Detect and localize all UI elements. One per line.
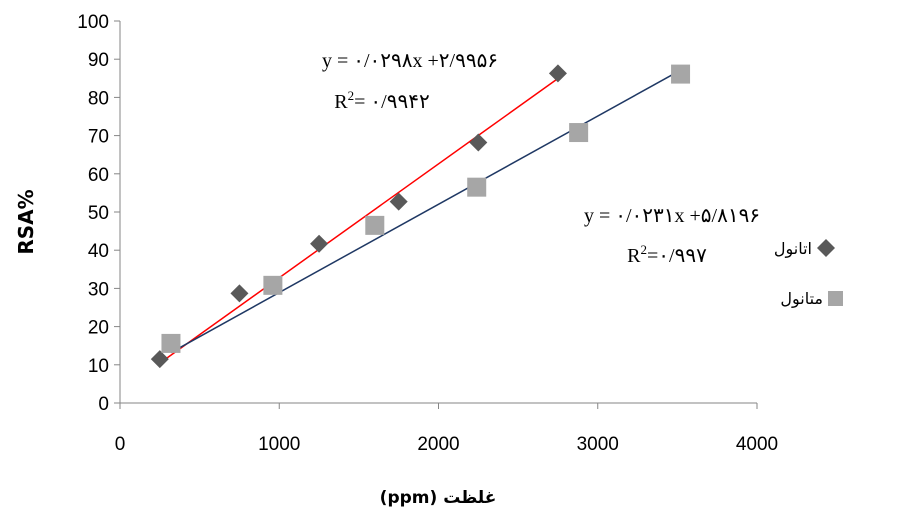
methanol-r2: R2=۰/۹۹۷ (627, 242, 707, 267)
trendline-series-1 (170, 69, 681, 354)
legend: اتانول متانول (774, 239, 843, 309)
y-tick-label: 40 (88, 241, 109, 262)
data-point-methanol (161, 333, 181, 353)
y-tick-label: 50 (88, 203, 109, 224)
methanol-r2-label: R (627, 245, 641, 267)
data-point-methanol (671, 64, 691, 84)
methanol-r2-value: =۰/۹۹۷ (647, 245, 707, 267)
x-tick-label: 0 (115, 434, 126, 455)
data-markers (150, 64, 691, 369)
data-point-ethanol (389, 192, 408, 211)
data-point-ethanol (230, 284, 249, 303)
legend-ethanol-marker (817, 239, 835, 257)
y-tick-label: 90 (88, 50, 109, 71)
legend-item-methanol: متانول (780, 289, 843, 309)
legend-methanol-marker (828, 291, 843, 306)
y-tick-label: 80 (88, 88, 109, 109)
trendline-series-0 (159, 77, 559, 364)
y-axis-title: RSA% (14, 189, 38, 254)
y-tick-label: 20 (88, 318, 109, 339)
data-point-methanol (263, 275, 283, 295)
y-tick-label: 30 (88, 279, 109, 300)
ethanol-r2-label: R (334, 91, 348, 113)
data-point-ethanol (310, 234, 329, 253)
data-point-ethanol (150, 350, 169, 369)
data-point-methanol (569, 123, 589, 143)
y-tick-label: 10 (88, 356, 109, 377)
data-point-ethanol (548, 64, 567, 83)
legend-ethanol-label: اتانول (774, 239, 812, 259)
ethanol-r2: R2= ۰/۹۹۴۲ (334, 88, 429, 113)
y-tick-label: 60 (88, 165, 109, 186)
y-tick-label: 100 (77, 12, 109, 33)
trendlines (159, 69, 681, 364)
x-tick-label: 4000 (736, 434, 778, 455)
data-point-methanol (365, 215, 385, 235)
x-axis-title: غلظت (ppm) (380, 488, 497, 508)
methanol-r2-sup: 2 (641, 242, 648, 257)
data-point-methanol (467, 177, 487, 197)
x-tick-label: 2000 (417, 434, 459, 455)
x-tick-label: 3000 (577, 434, 619, 455)
y-tick-label: 0 (98, 394, 109, 415)
methanol-equation: y = ۰/۰۲۳۱x +۵/۸۱۹۶ (584, 205, 760, 227)
legend-methanol-label: متانول (780, 289, 823, 309)
ethanol-equation: y = ۰/۰۲۹۸x +۲/۹۹۵۶ (322, 50, 498, 72)
data-point-ethanol (469, 133, 488, 152)
legend-item-ethanol: اتانول (774, 239, 835, 259)
ethanol-r2-sup: 2 (348, 88, 355, 103)
x-tick-label: 1000 (258, 434, 300, 455)
y-tick-label: 70 (88, 127, 109, 148)
ethanol-r2-value: = ۰/۹۹۴۲ (354, 91, 430, 113)
